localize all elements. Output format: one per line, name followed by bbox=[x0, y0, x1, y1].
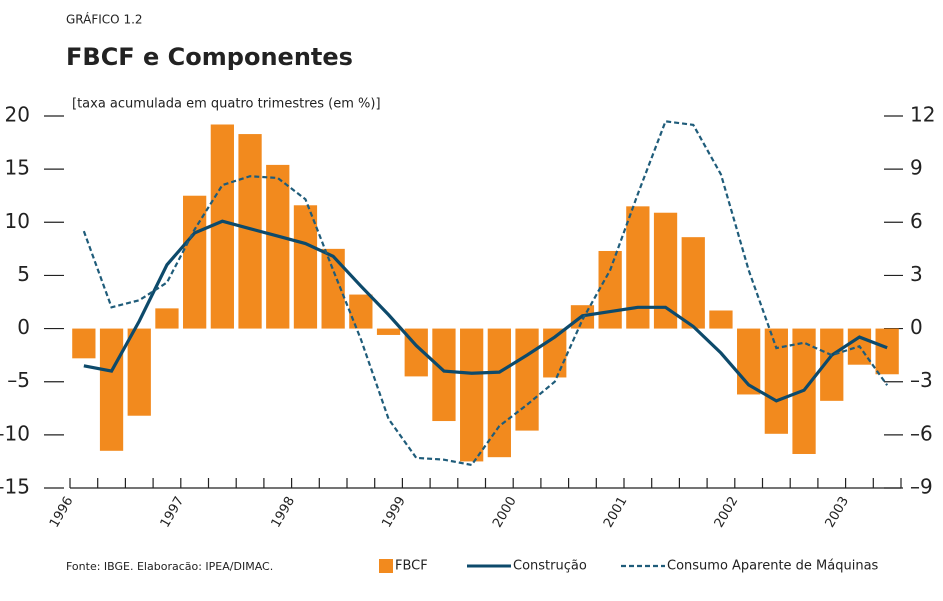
bar bbox=[681, 237, 705, 329]
bar bbox=[598, 250, 622, 329]
bar bbox=[99, 328, 124, 451]
bar bbox=[293, 205, 318, 329]
x-tick-label: 1997 bbox=[158, 494, 188, 530]
bar bbox=[266, 164, 290, 329]
bar bbox=[127, 328, 151, 416]
y-tick-label: 5 bbox=[17, 262, 30, 286]
y-tick-label: 20 bbox=[5, 103, 30, 127]
bar bbox=[487, 328, 511, 458]
bar bbox=[653, 212, 678, 329]
y-tick-label: –15 bbox=[0, 475, 30, 499]
source-note: Fonte: IBGE. Elaboracão: IPEA/DIMAC. bbox=[66, 560, 273, 573]
y-tick-label: 10 bbox=[5, 209, 30, 233]
y2-tick-label: 9 bbox=[910, 156, 923, 180]
bar bbox=[376, 328, 401, 335]
x-tick-label: 1996 bbox=[47, 494, 77, 530]
x-tick-label: 1998 bbox=[269, 494, 299, 530]
bar bbox=[349, 294, 373, 329]
bar bbox=[155, 308, 179, 329]
bar bbox=[515, 328, 539, 431]
bar bbox=[764, 328, 788, 434]
chart-header: GRÁFICO 1.2 bbox=[66, 12, 143, 27]
y2-tick-label: –6 bbox=[910, 421, 933, 445]
y-tick-label: 0 bbox=[17, 315, 30, 339]
legend-label: Construção bbox=[513, 559, 587, 574]
y2-tick-label: 6 bbox=[910, 209, 923, 233]
y-tick-label: –10 bbox=[0, 421, 30, 445]
y-tick-label: –5 bbox=[7, 368, 30, 392]
x-tick-label: 1999 bbox=[379, 494, 409, 530]
y2-tick-label: –3 bbox=[910, 368, 933, 392]
x-tick-label: 2003 bbox=[823, 494, 853, 530]
bar bbox=[460, 328, 484, 462]
bar bbox=[238, 134, 262, 329]
x-tick-label: 2001 bbox=[601, 494, 631, 530]
legend-label: FBCF bbox=[395, 559, 428, 574]
bar bbox=[432, 328, 456, 422]
bar bbox=[72, 328, 96, 359]
bar bbox=[321, 248, 345, 329]
legend-swatch bbox=[379, 559, 393, 573]
chart-subtitle: [taxa acumulada em quatro trimestres (em… bbox=[72, 97, 381, 112]
bar bbox=[210, 124, 234, 329]
bar bbox=[820, 328, 844, 401]
y-tick-label: 15 bbox=[5, 156, 30, 180]
y2-tick-label: 3 bbox=[910, 262, 923, 286]
y2-tick-label: 12 bbox=[910, 103, 935, 127]
line-series bbox=[83, 219, 888, 403]
bar bbox=[626, 206, 650, 329]
x-tick-label: 2002 bbox=[712, 494, 742, 530]
y2-tick-label: –9 bbox=[910, 475, 933, 499]
chart-title: FBCF e Componentes bbox=[66, 43, 353, 71]
legend-label: Consumo Aparente de Máquinas bbox=[667, 559, 879, 574]
bar bbox=[875, 328, 899, 375]
bar bbox=[709, 310, 733, 329]
y2-tick-label: 0 bbox=[910, 315, 923, 339]
x-tick-label: 2000 bbox=[490, 494, 520, 530]
